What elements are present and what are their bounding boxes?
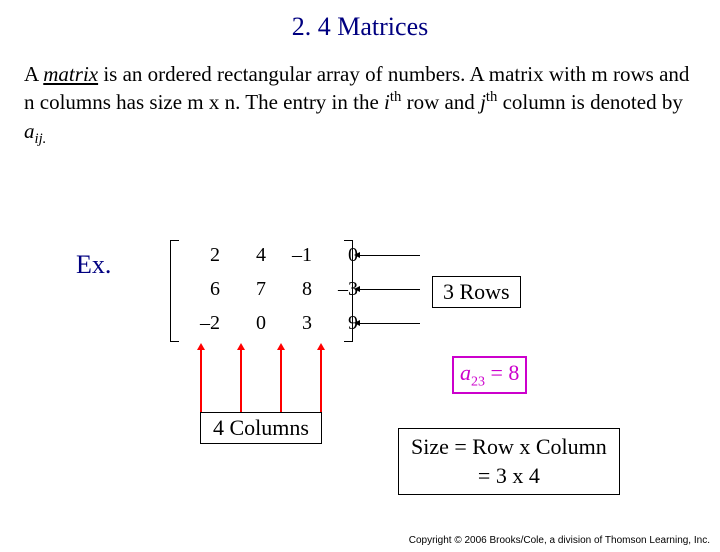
size-line2: = 3 x 4 [411,462,607,491]
matrix-cell: 7 [226,272,272,306]
rows-label-box: 3 Rows [432,276,521,308]
matrix-cell: –1 [272,238,318,272]
matrix-cell: 0 [226,306,272,340]
def-text: A [24,62,43,86]
left-bracket [170,240,179,342]
example-label: Ex. [76,250,111,280]
size-line1: Size = Row x Column [411,433,607,462]
col-arrow [240,350,242,412]
def-text: column is denoted by [497,90,682,114]
cols-label-box: 4 Columns [200,412,322,444]
col-arrow [320,350,322,412]
size-box: Size = Row x Column = 3 x 4 [398,428,620,495]
sup-th: th [390,89,401,105]
copyright-text: Copyright © 2006 Brooks/Cole, a division… [409,535,710,546]
matrix-cell: 2 [180,238,226,272]
matrix-table: 2 4 –1 0 6 7 8 –3 –2 0 3 9 [180,238,364,340]
row-arrow [360,289,420,290]
row-arrow [360,323,420,324]
entry-notation-box: a23 = 8 [452,356,527,394]
sub-ij: ij. [35,131,47,147]
matrix-row: 6 7 8 –3 [180,272,364,306]
section-title: 2. 4 Matrices [0,12,720,42]
col-arrow [200,350,202,412]
matrix-display: 2 4 –1 0 6 7 8 –3 –2 0 3 9 [180,238,364,340]
col-arrow [280,350,282,412]
entry-sub: 23 [471,374,485,389]
matrix-cell: –2 [180,306,226,340]
matrix-term: matrix [43,62,98,86]
matrix-row: –2 0 3 9 [180,306,364,340]
var-a: a [24,119,35,143]
def-text: row and [401,90,480,114]
matrix-cell: 3 [272,306,318,340]
right-bracket [344,240,353,342]
matrix-cell: 6 [180,272,226,306]
matrix-row: 2 4 –1 0 [180,238,364,272]
sup-th: th [486,89,497,105]
matrix-cell: 4 [226,238,272,272]
matrix-cell: 8 [272,272,318,306]
definition-paragraph: A matrix is an ordered rectangular array… [24,60,696,150]
entry-a: a [460,360,471,385]
entry-eq: = 8 [485,360,519,385]
row-arrow [360,255,420,256]
